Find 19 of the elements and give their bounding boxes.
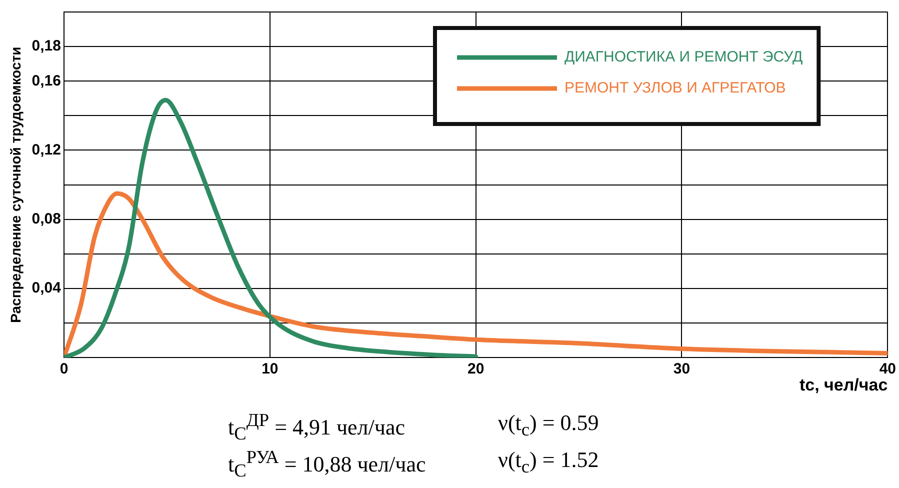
- line-series: [64, 98, 478, 358]
- y-tick-label: 0,04: [32, 280, 62, 297]
- y-tick-label: 0,08: [32, 210, 61, 228]
- text: ДИАГНОСТИКА И РЕМОНТ ЭСУД: [564, 48, 803, 66]
- text: РЕМОНТ УЗЛОВ И АГРЕГАТОВ: [564, 80, 786, 97]
- y-axis-title: Распределение суточной трудоемкости: [7, 46, 24, 323]
- text: ν(t$_{с}$) = 1.52: [498, 446, 600, 478]
- y-tick-label: 0,12: [32, 141, 61, 158]
- x-tick-label: 40: [879, 360, 896, 378]
- x-tick-label: 20: [467, 360, 484, 378]
- x-tick-label: 30: [673, 360, 690, 378]
- text: ν(t$_{с}$) = 0.59: [498, 410, 600, 442]
- text: t$_{C}$$^{РУА}$ = 10,88 чел/час: [228, 446, 427, 482]
- x-axis-title: tc, чел/час: [799, 375, 888, 394]
- y-tick-label: 0,16: [32, 72, 61, 90]
- x-tick-label: 10: [262, 360, 278, 378]
- y-tick-label: 0,18: [32, 38, 61, 55]
- x-tick-label: 0: [60, 360, 68, 378]
- text: t$_{C}$$^{ДР}$ = 4,91 чел/час: [228, 410, 406, 445]
